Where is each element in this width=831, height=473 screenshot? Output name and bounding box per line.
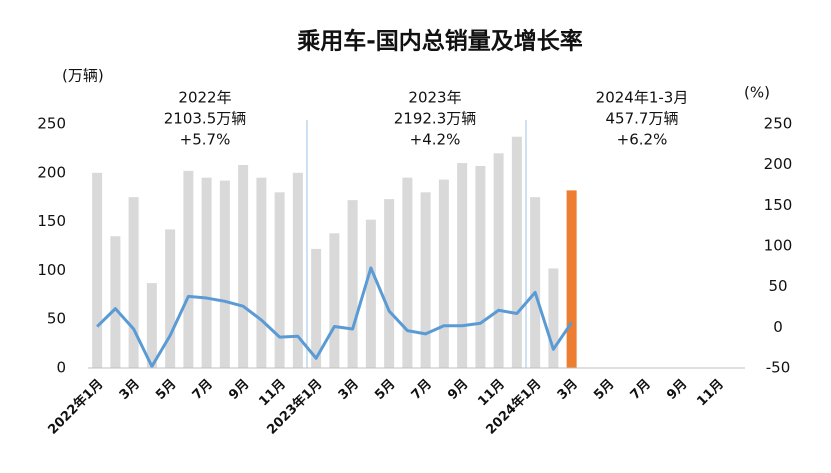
y-tick-label: 250 bbox=[37, 115, 66, 133]
x-tick-label: 5月 bbox=[153, 377, 179, 403]
annotation: +6.2% bbox=[617, 131, 668, 149]
x-tick-label: 11月 bbox=[475, 377, 508, 410]
bar bbox=[274, 192, 285, 368]
bar bbox=[311, 248, 322, 368]
bar bbox=[92, 172, 103, 368]
y2-tick-label: 100 bbox=[764, 237, 793, 255]
bar bbox=[219, 180, 230, 368]
bar bbox=[402, 177, 413, 368]
bar bbox=[292, 172, 303, 368]
bar bbox=[438, 179, 449, 368]
y-axis-label: (万辆) bbox=[62, 67, 104, 85]
bar bbox=[475, 165, 486, 368]
y-tick-label: 150 bbox=[37, 212, 66, 230]
bar bbox=[365, 219, 376, 368]
annotation: 2024年1-3月 bbox=[596, 89, 689, 107]
x-tick-label: 3月 bbox=[117, 377, 143, 403]
x-tick-label: 2022年1月 bbox=[45, 376, 107, 438]
bar bbox=[548, 268, 559, 368]
annotation: +4.2% bbox=[410, 131, 461, 149]
bar bbox=[457, 163, 468, 368]
y2-tick-label: -50 bbox=[766, 359, 791, 377]
chart-title: 乘用车-国内总销量及增长率 bbox=[296, 28, 583, 55]
bar bbox=[110, 236, 121, 368]
y-tick-label: 50 bbox=[47, 310, 66, 328]
x-tick-label: 11月 bbox=[256, 377, 289, 410]
y-tick-label: 0 bbox=[56, 359, 66, 377]
x-tick-label: 3月 bbox=[336, 377, 362, 403]
y2-tick-label: 250 bbox=[764, 115, 793, 133]
line bbox=[96, 266, 573, 368]
x-tick-label: 5月 bbox=[591, 377, 617, 403]
bar bbox=[384, 199, 395, 368]
x-tick-label: 3月 bbox=[555, 377, 581, 403]
x-tick-label: 9月 bbox=[226, 377, 252, 403]
bar bbox=[238, 164, 249, 368]
y2-tick-label: 50 bbox=[768, 277, 787, 295]
annotation: 2023年 bbox=[408, 89, 461, 107]
bar bbox=[347, 200, 358, 368]
x-tick-label: 7月 bbox=[409, 377, 435, 403]
bar bbox=[420, 192, 431, 368]
y2-axis-label: (%) bbox=[744, 84, 770, 102]
x-tick-label: 7月 bbox=[628, 377, 654, 403]
annotation: +5.7% bbox=[180, 131, 231, 149]
annotation: 2103.5万辆 bbox=[164, 110, 247, 128]
bar bbox=[493, 153, 504, 368]
y-tick-label: 200 bbox=[37, 163, 66, 181]
x-tick-label: 9月 bbox=[664, 377, 690, 403]
bar bbox=[530, 197, 541, 368]
x-tick-label: 7月 bbox=[190, 377, 216, 403]
bar bbox=[146, 283, 157, 368]
bar bbox=[511, 136, 522, 368]
annotation: 457.7万辆 bbox=[606, 110, 679, 128]
bar bbox=[256, 177, 267, 368]
bar bbox=[201, 177, 212, 368]
y2-tick-label: 150 bbox=[764, 196, 793, 214]
bar bbox=[165, 229, 176, 368]
bar bbox=[128, 197, 139, 368]
annotation: 2022年 bbox=[178, 89, 231, 107]
bar bbox=[329, 233, 340, 368]
x-tick-label: 11月 bbox=[694, 377, 727, 410]
y2-tick-label: 0 bbox=[773, 318, 783, 336]
bar bbox=[566, 190, 577, 368]
x-tick-label: 5月 bbox=[372, 377, 398, 403]
annotation: 2192.3万辆 bbox=[394, 110, 477, 128]
y-tick-label: 100 bbox=[37, 261, 66, 279]
y2-tick-label: 200 bbox=[764, 155, 793, 173]
bar bbox=[183, 170, 194, 368]
x-tick-label: 9月 bbox=[445, 377, 471, 403]
